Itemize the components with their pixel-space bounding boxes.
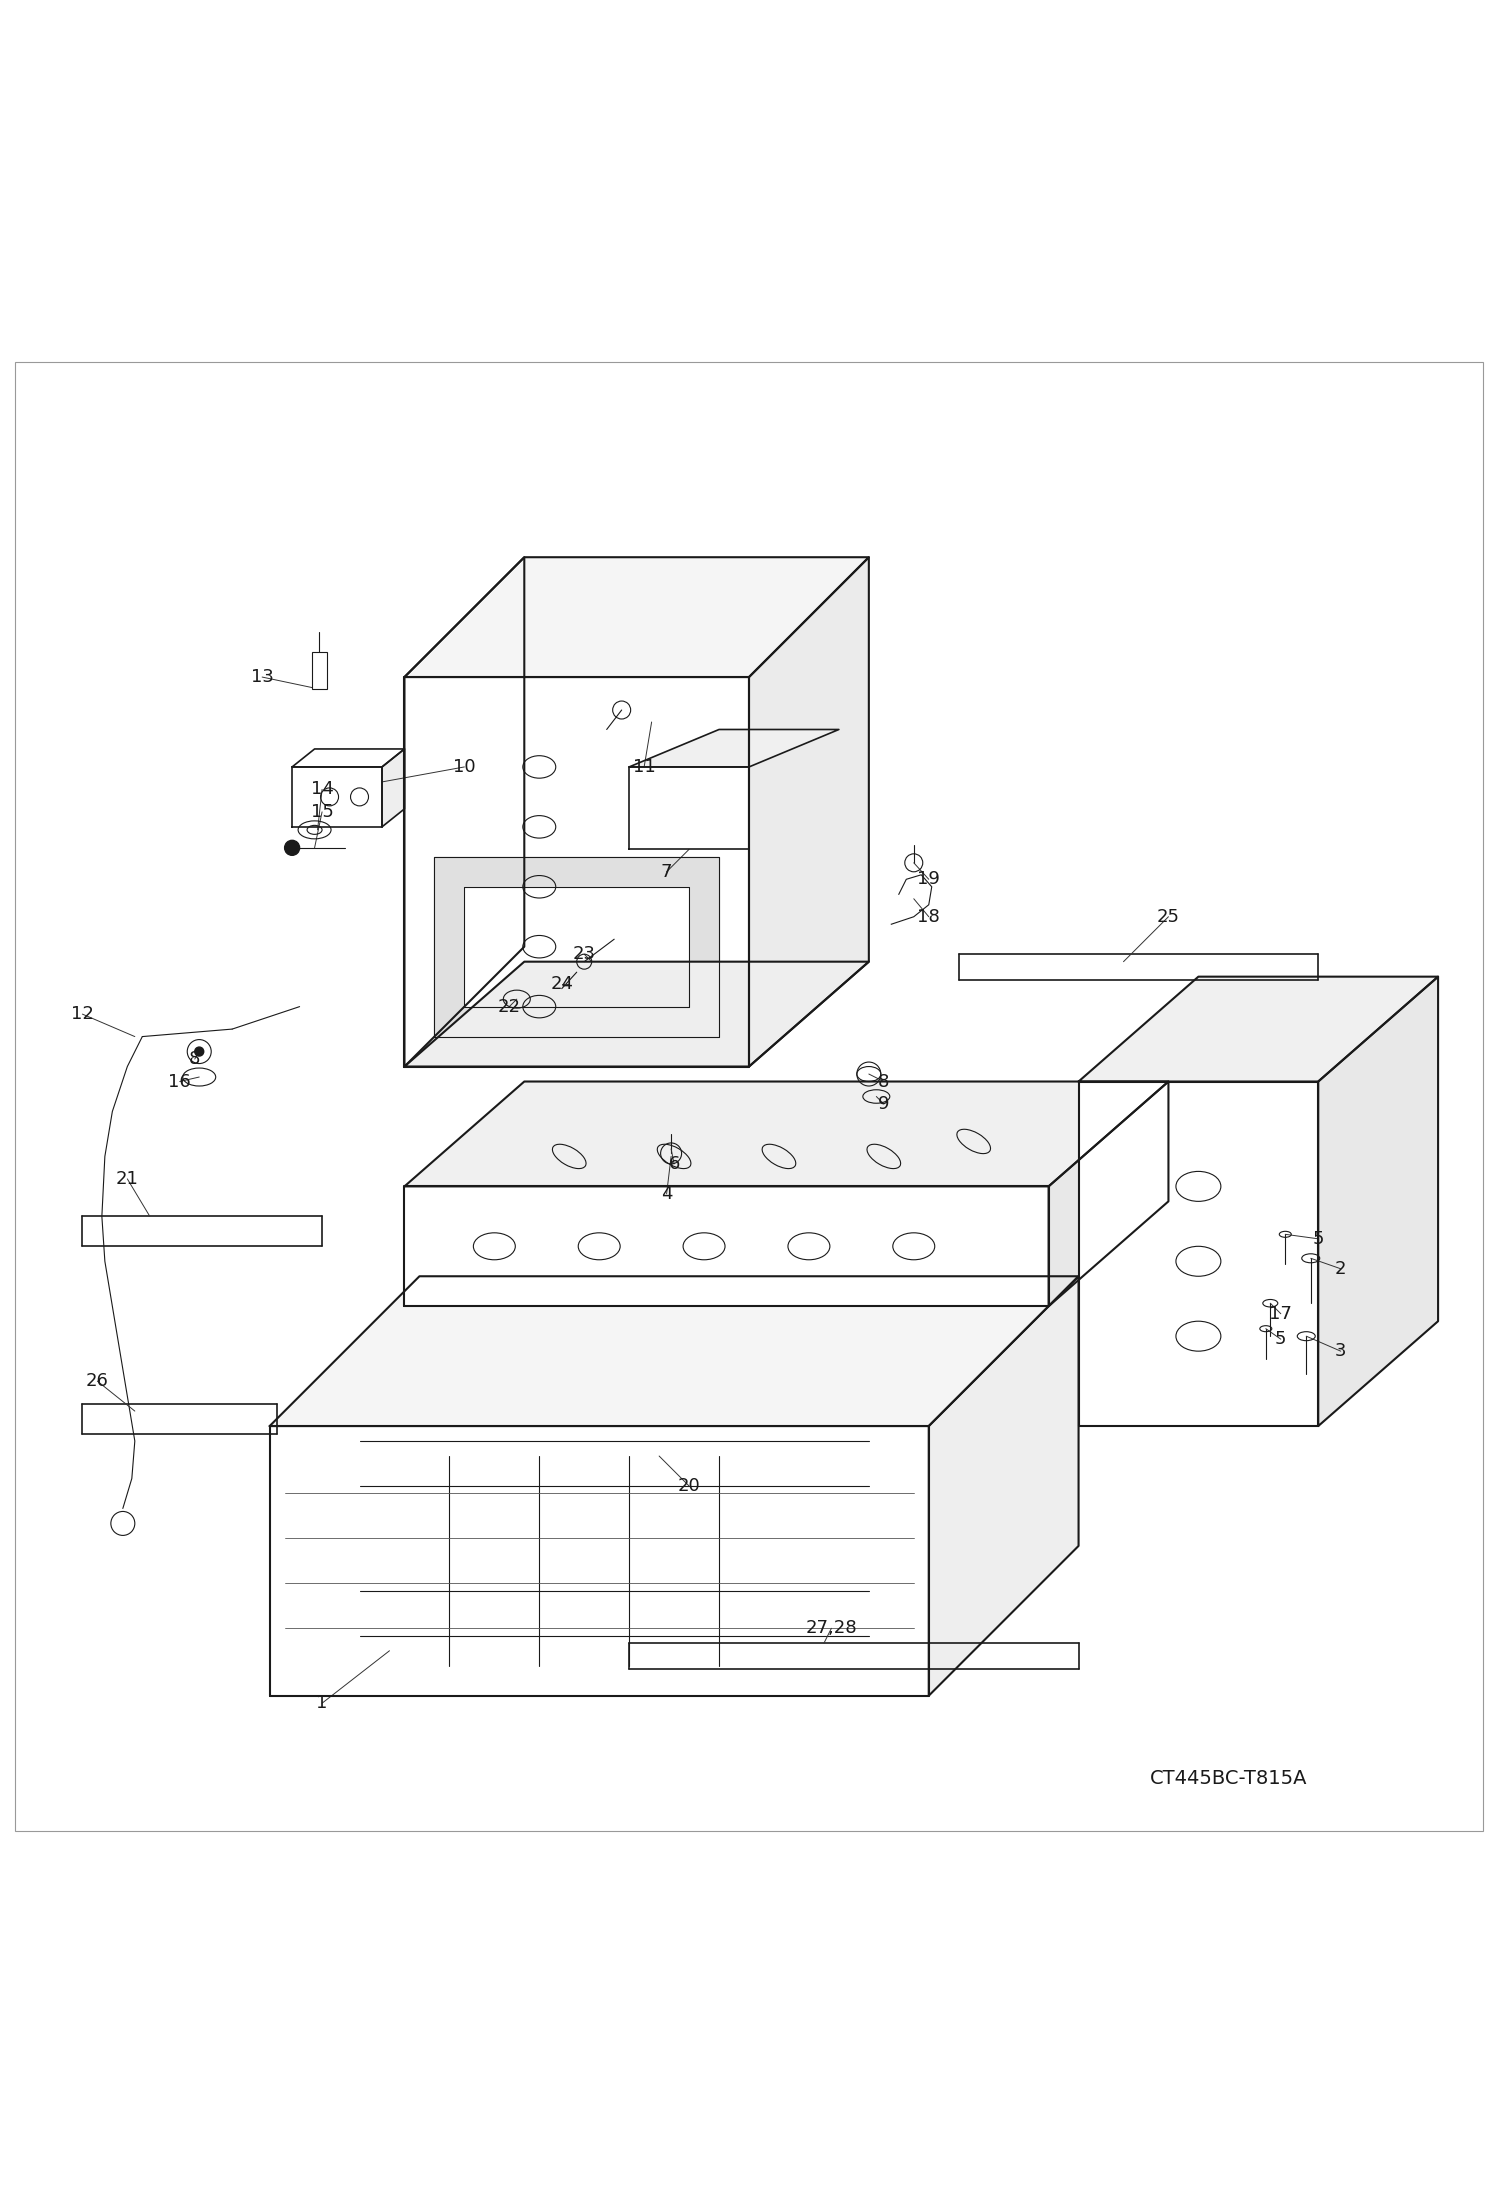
Polygon shape bbox=[629, 768, 749, 849]
Polygon shape bbox=[404, 678, 749, 1066]
Text: 18: 18 bbox=[917, 908, 941, 925]
Polygon shape bbox=[749, 557, 869, 1066]
Polygon shape bbox=[1079, 976, 1438, 1081]
Text: 5: 5 bbox=[1312, 1230, 1324, 1248]
Polygon shape bbox=[404, 1186, 1049, 1307]
Text: 27,28: 27,28 bbox=[806, 1618, 857, 1638]
Text: 1: 1 bbox=[316, 1695, 328, 1713]
Polygon shape bbox=[270, 1276, 1079, 1425]
Text: 17: 17 bbox=[1269, 1305, 1293, 1322]
Polygon shape bbox=[292, 768, 382, 827]
Text: 8: 8 bbox=[189, 1050, 201, 1068]
Text: 11: 11 bbox=[632, 759, 656, 776]
Polygon shape bbox=[464, 886, 689, 1007]
Text: 26: 26 bbox=[85, 1373, 109, 1390]
Text: 3: 3 bbox=[1335, 1342, 1347, 1360]
Bar bbox=[312, 651, 327, 689]
Text: 10: 10 bbox=[452, 759, 476, 776]
Text: 20: 20 bbox=[677, 1476, 701, 1496]
Text: 9: 9 bbox=[878, 1094, 890, 1114]
Text: 22: 22 bbox=[497, 998, 521, 1015]
Polygon shape bbox=[404, 557, 869, 678]
Polygon shape bbox=[1079, 1081, 1318, 1425]
Text: 16: 16 bbox=[168, 1072, 192, 1090]
Text: CT445BC-T815A: CT445BC-T815A bbox=[1149, 1768, 1308, 1787]
Polygon shape bbox=[1318, 976, 1438, 1425]
Text: 14: 14 bbox=[310, 781, 334, 798]
Text: 25: 25 bbox=[1156, 908, 1180, 925]
Text: 8: 8 bbox=[878, 1072, 890, 1090]
Text: 7: 7 bbox=[661, 862, 673, 882]
Polygon shape bbox=[629, 730, 839, 768]
Text: 15: 15 bbox=[310, 803, 334, 820]
Polygon shape bbox=[292, 750, 404, 768]
Circle shape bbox=[285, 840, 300, 855]
Polygon shape bbox=[434, 857, 719, 1037]
Polygon shape bbox=[382, 750, 404, 827]
Polygon shape bbox=[404, 963, 869, 1066]
Text: 21: 21 bbox=[115, 1169, 139, 1189]
Text: 19: 19 bbox=[917, 871, 941, 888]
Polygon shape bbox=[404, 1081, 1168, 1186]
Text: 2: 2 bbox=[1335, 1259, 1347, 1279]
Text: 13: 13 bbox=[250, 669, 274, 686]
Polygon shape bbox=[404, 557, 524, 1066]
Polygon shape bbox=[270, 1425, 929, 1695]
Text: 23: 23 bbox=[572, 945, 596, 963]
Text: 12: 12 bbox=[70, 1004, 94, 1024]
Text: 24: 24 bbox=[550, 976, 574, 993]
Polygon shape bbox=[929, 1276, 1079, 1695]
Polygon shape bbox=[1049, 1081, 1168, 1307]
Text: 5: 5 bbox=[1275, 1331, 1287, 1349]
Text: 4: 4 bbox=[661, 1184, 673, 1204]
Circle shape bbox=[195, 1046, 204, 1057]
Text: 6: 6 bbox=[668, 1156, 680, 1173]
